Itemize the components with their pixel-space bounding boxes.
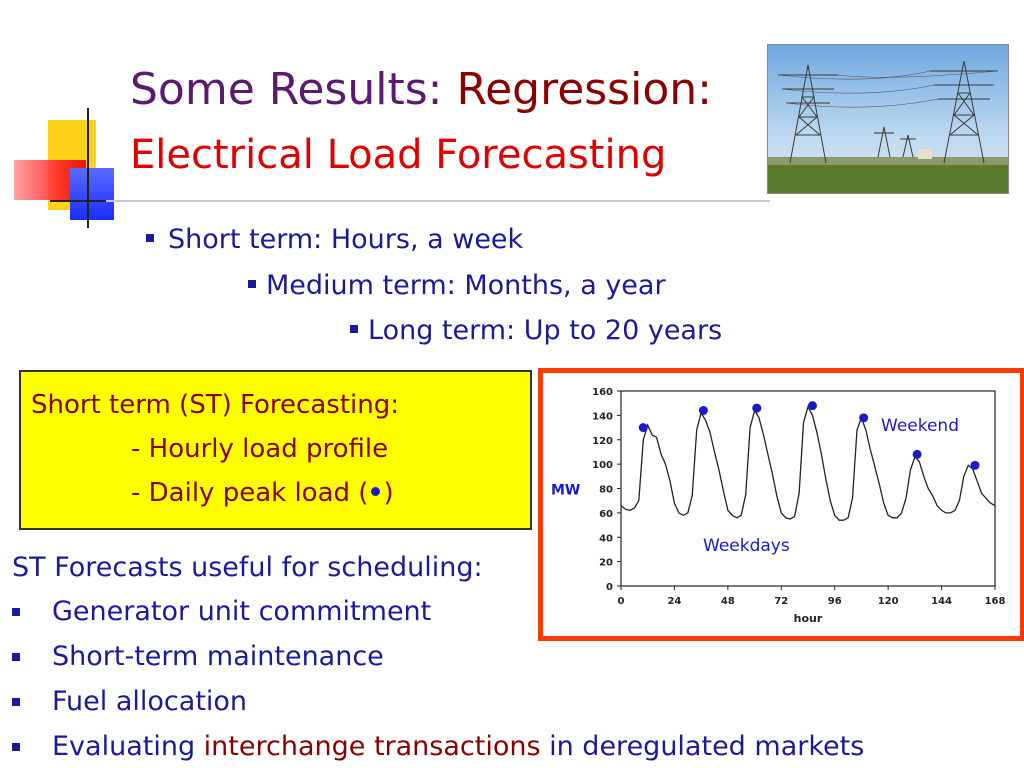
term-item-short: Short term: Hours, a week xyxy=(146,224,523,255)
st-forecasting-box: Short term (ST) Forecasting: - Hourly lo… xyxy=(19,370,532,530)
bullet-square-icon xyxy=(12,743,20,751)
y-tick-label: 120 xyxy=(592,436,613,447)
st-box-item-hourly: - Hourly load profile xyxy=(131,434,389,464)
annotation-weekdays: Weekdays xyxy=(703,536,790,556)
x-tick-label: 0 xyxy=(618,596,625,607)
x-tick-label: 24 xyxy=(667,596,681,607)
y-tick-label: 0 xyxy=(606,582,613,593)
term-item-long: Long term: Up to 20 years xyxy=(350,315,722,346)
daily-peak-point xyxy=(752,403,762,413)
logo-blue-square xyxy=(70,168,114,220)
x-tick-label: 144 xyxy=(931,596,952,607)
term-item-medium: Medium term: Months, a year xyxy=(248,270,666,301)
y-tick-label: 80 xyxy=(599,485,613,496)
bullet-square-icon xyxy=(12,608,20,616)
y-tick-label: 140 xyxy=(592,411,613,422)
daily-peak-point xyxy=(638,423,648,433)
title-divider xyxy=(50,200,770,202)
y-tick-label: 20 xyxy=(599,558,613,569)
daily-peak-point xyxy=(970,460,980,470)
bullet-square-icon xyxy=(12,653,20,661)
st-box-heading: Short term (ST) Forecasting: xyxy=(31,390,399,420)
uses-item: Short-term maintenance xyxy=(12,641,384,672)
bullet-square-icon xyxy=(350,324,358,333)
daily-peak-point xyxy=(698,406,708,415)
load-series-line xyxy=(620,405,996,521)
bullet-square-icon xyxy=(12,698,20,706)
y-axis-label: MW xyxy=(551,483,580,499)
slide-title-line2: Electrical Load Forecasting xyxy=(130,132,667,178)
peak-dot-icon xyxy=(371,487,381,496)
x-tick-label: 120 xyxy=(878,596,899,607)
daily-peak-point xyxy=(859,413,869,423)
daily-peak-point xyxy=(807,401,817,411)
load-chart-frame: 0 20 40 60 80 100 120 140 160 0 24 48 72 96 120 144 168 h… xyxy=(538,368,1024,641)
logo-vertical-line xyxy=(87,108,89,228)
y-tick-label: 160 xyxy=(592,387,613,398)
x-tick-label: 72 xyxy=(774,596,788,607)
slide-title-line1: Some Results: Regression: xyxy=(130,64,712,115)
title-part1: Some Results: xyxy=(130,64,443,115)
y-tick-label: 60 xyxy=(599,509,613,520)
y-tick-label: 100 xyxy=(592,460,613,471)
x-tick-label: 96 xyxy=(828,596,842,607)
x-tick-label: 168 xyxy=(985,596,1006,607)
load-profile-chart: 0 20 40 60 80 100 120 140 160 0 24 48 72 96 120 144 168 h… xyxy=(551,387,1006,625)
uses-heading: ST Forecasts useful for scheduling: xyxy=(12,552,483,583)
annotation-weekend: Weekend xyxy=(881,416,959,436)
bullet-square-icon xyxy=(248,279,256,288)
x-tick-label: 48 xyxy=(721,596,735,607)
daily-peak-point xyxy=(912,449,922,459)
uses-item: Evaluating interchange transactions in d… xyxy=(12,731,864,762)
bullet-square-icon xyxy=(146,233,154,242)
uses-item: Fuel allocation xyxy=(12,686,247,717)
x-axis-label: hour xyxy=(794,612,823,625)
title-divider-accent xyxy=(50,200,106,202)
title-part2: Regression: xyxy=(456,64,712,115)
uses-item: Generator unit commitment xyxy=(12,596,431,627)
st-box-item-peak: - Daily peak load () xyxy=(131,478,394,508)
power-towers-photo xyxy=(767,44,1009,194)
y-tick-label: 40 xyxy=(599,533,613,544)
power-transmission-towers-icon xyxy=(768,45,1008,193)
